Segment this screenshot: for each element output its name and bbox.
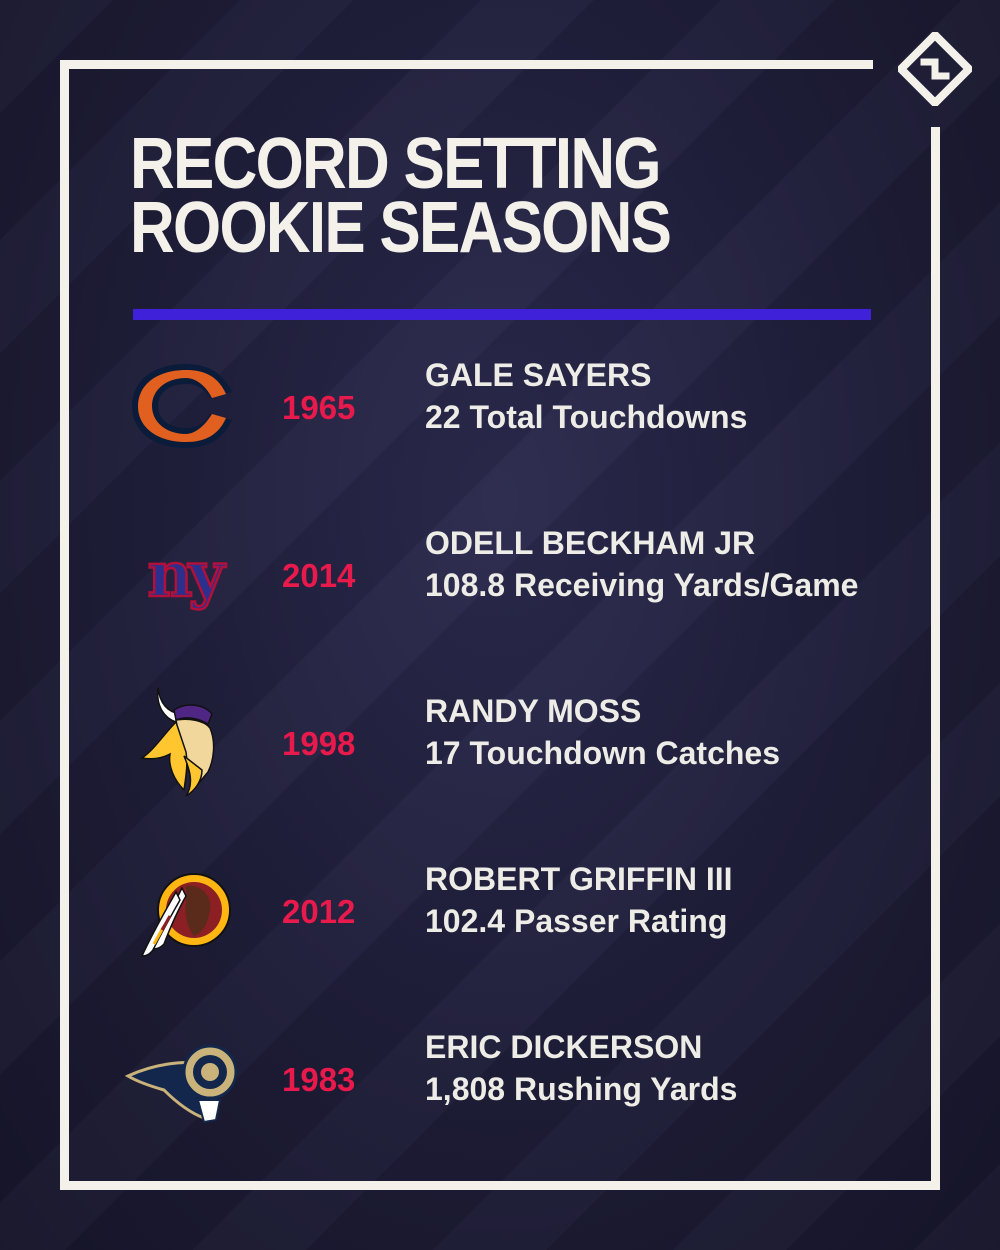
title-divider	[133, 309, 871, 320]
player-name: ROBERT GRIFFIN III	[425, 861, 733, 897]
record-stat: 108.8 Receiving Yards/Game	[425, 567, 859, 603]
record-year: 2014	[282, 557, 356, 594]
player-name: GALE SAYERS	[425, 357, 652, 393]
vikings-logo-icon	[140, 687, 215, 797]
frame-right	[931, 127, 940, 1190]
record-stat: 17 Touchdown Catches	[425, 735, 781, 771]
record-year: 1998	[282, 725, 356, 762]
record-year: 1983	[282, 1061, 356, 1098]
sporting-news-logo-icon	[898, 32, 972, 106]
title-line-1: RECORD SETTING	[130, 124, 662, 204]
frame-top	[60, 60, 873, 69]
frame-left	[60, 60, 69, 1190]
svg-text:ny: ny	[147, 538, 226, 611]
page-title: RECORD SETTING ROOKIE SEASONS	[130, 124, 672, 268]
redskins-logo-icon	[140, 873, 231, 957]
title-line-2: ROOKIE SEASONS	[130, 188, 672, 268]
rams-logo-icon	[124, 1044, 238, 1124]
record-stat: 1,808 Rushing Yards	[425, 1071, 738, 1107]
player-name: ERIC DICKERSON	[425, 1029, 703, 1065]
record-stat: 102.4 Passer Rating	[425, 903, 728, 939]
record-year: 1965	[282, 389, 356, 426]
frame-bottom	[60, 1181, 940, 1190]
player-name: ODELL BECKHAM JR	[425, 525, 756, 561]
record-row: 1998 RANDY MOSS 17 Touchdown Catches	[0, 684, 1000, 804]
record-stat: 22 Total Touchdowns	[425, 399, 748, 435]
record-row: 1965 GALE SAYERS 22 Total Touchdowns	[0, 348, 1000, 468]
bears-logo-icon	[132, 364, 232, 448]
record-row: 2012 ROBERT GRIFFIN III 102.4 Passer Rat…	[0, 852, 1000, 972]
record-row: ny 2014 ODELL BECKHAM JR 108.8 Receiving…	[0, 516, 1000, 636]
record-year: 2012	[282, 893, 356, 930]
player-name: RANDY MOSS	[425, 693, 642, 729]
record-row: 1983 ERIC DICKERSON 1,808 Rushing Yards	[0, 1020, 1000, 1140]
giants-logo-icon: ny	[146, 537, 232, 613]
